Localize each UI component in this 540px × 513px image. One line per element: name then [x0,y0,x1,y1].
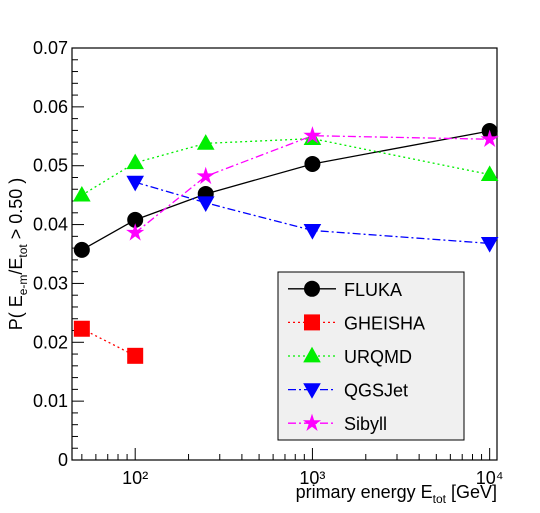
y-label-part: tot [16,244,30,258]
marker [303,346,321,363]
marker [126,175,144,192]
x-label-part: primary energy E [296,482,433,502]
x-axis-title: primary energy Etot [GeV] [296,482,497,506]
marker [304,314,320,331]
y-label-part: /E [6,258,26,275]
y-tick-label: 0.01 [33,391,68,411]
marker [304,155,321,172]
y-tick-label: 0.07 [33,38,68,58]
series-line [134,135,490,234]
x-label-part: tot [433,492,447,506]
x-tick-label: 10⁴ [476,468,504,488]
marker [127,211,144,228]
legend-label: QGSJet [344,381,408,401]
marker [73,320,90,337]
legend-label: URQMD [344,347,412,367]
marker [73,241,90,258]
marker [196,166,215,185]
series-line [135,181,490,245]
y-label-part: e-m [16,275,30,296]
y-axis-title: P( Ee-m/Etot > 0.50 ) [6,178,30,331]
marker [303,383,321,399]
x-label-part: [GeV] [446,482,497,502]
marker [126,223,145,241]
marker [480,237,499,253]
x-tick-label: 10² [122,468,148,488]
marker [303,224,322,240]
marker [480,129,499,147]
y-tick-label: 0.05 [33,156,68,176]
y-tick-label: 0.02 [33,332,68,352]
legend-label: Sibyll [344,414,387,434]
y-label-part: > 0.50 ) [6,178,26,245]
y-tick-label: 0.03 [33,273,68,293]
marker [196,196,215,212]
marker [303,126,322,144]
y-tick-label: 0.04 [33,215,68,235]
legend-label: GHEISHA [344,313,425,333]
marker [126,153,144,170]
legend-label: FLUKA [344,280,402,300]
marker [480,165,499,181]
marker [73,185,91,202]
marker [196,134,215,150]
marker [304,280,320,297]
y-tick-label: 0.06 [33,97,68,117]
y-label-part: P( E [6,295,26,330]
x-tick-label: 10³ [299,468,325,488]
marker [127,347,144,364]
marker [302,413,322,431]
y-tick-label: 0 [58,450,68,470]
